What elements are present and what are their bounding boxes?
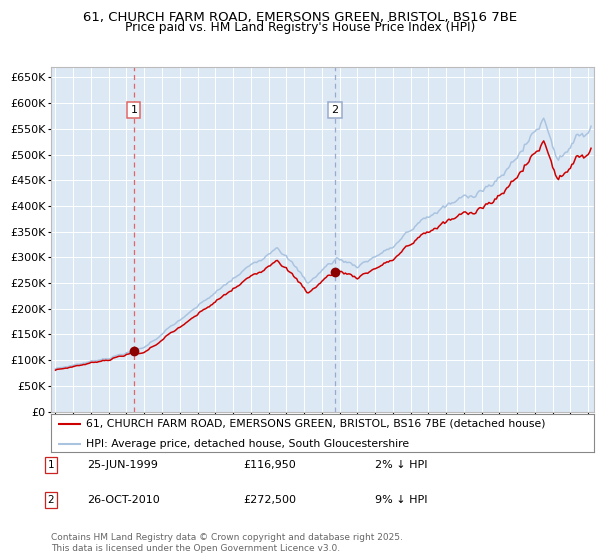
Text: 9% ↓ HPI: 9% ↓ HPI [375,495,427,505]
Text: 1: 1 [130,105,137,115]
Text: 2% ↓ HPI: 2% ↓ HPI [375,460,427,470]
Text: £272,500: £272,500 [243,495,296,505]
Text: Contains HM Land Registry data © Crown copyright and database right 2025.: Contains HM Land Registry data © Crown c… [51,533,403,542]
Text: This data is licensed under the Open Government Licence v3.0.: This data is licensed under the Open Gov… [51,544,340,553]
Text: 1: 1 [47,460,55,470]
Text: 2: 2 [332,105,338,115]
Text: 61, CHURCH FARM ROAD, EMERSONS GREEN, BRISTOL, BS16 7BE (detached house): 61, CHURCH FARM ROAD, EMERSONS GREEN, BR… [86,419,546,429]
Text: £116,950: £116,950 [243,460,296,470]
Text: 25-JUN-1999: 25-JUN-1999 [87,460,158,470]
Text: HPI: Average price, detached house, South Gloucestershire: HPI: Average price, detached house, Sout… [86,438,409,449]
Text: 61, CHURCH FARM ROAD, EMERSONS GREEN, BRISTOL, BS16 7BE: 61, CHURCH FARM ROAD, EMERSONS GREEN, BR… [83,11,517,24]
Text: Price paid vs. HM Land Registry's House Price Index (HPI): Price paid vs. HM Land Registry's House … [125,21,475,34]
Text: 26-OCT-2010: 26-OCT-2010 [87,495,160,505]
Text: 2: 2 [47,495,55,505]
